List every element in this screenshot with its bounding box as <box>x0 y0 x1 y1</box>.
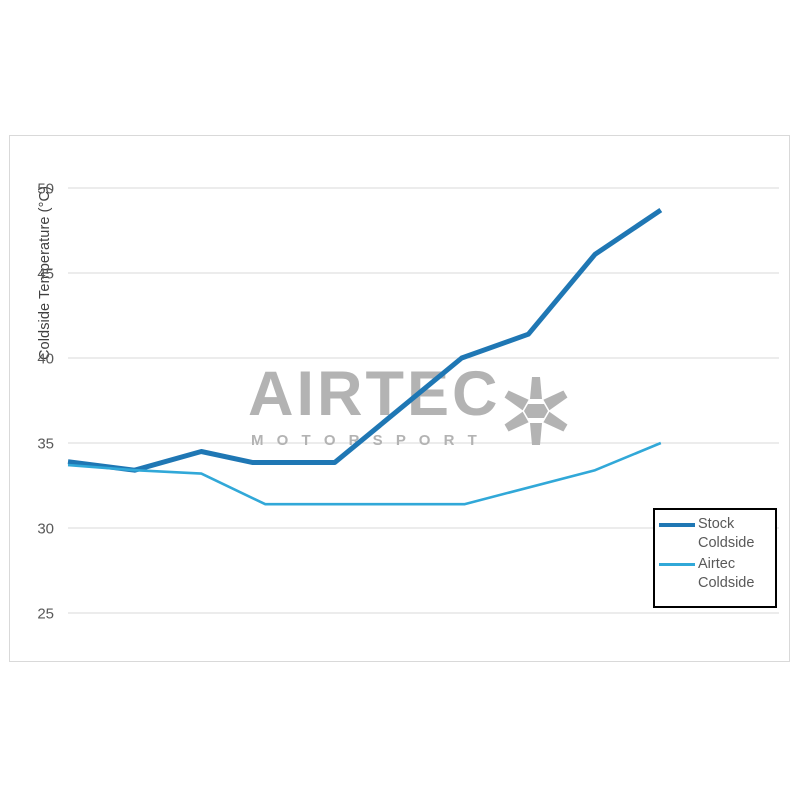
legend-swatch-airtec-icon <box>659 555 695 573</box>
y-tick-label: 25 <box>37 606 54 623</box>
y-tick-labels-group: 25 30 35 40 45 50 <box>37 181 54 623</box>
data-series-group <box>67 208 663 506</box>
legend-label-airtec: Airtec Coldside <box>698 556 755 591</box>
legend-item-airtec[interactable]: Airtec Coldside <box>655 554 775 594</box>
y-tick-label: 40 <box>37 351 54 368</box>
legend-swatch-stock-icon <box>659 515 695 533</box>
y-tick-label: 50 <box>37 181 54 198</box>
legend-label-stock: Stock Coldside <box>698 516 755 551</box>
y-tick-label: 30 <box>37 521 54 538</box>
legend-item-stock[interactable]: Stock Coldside <box>655 514 775 554</box>
series-line-airtec-coldside <box>67 441 662 506</box>
y-tick-label: 35 <box>37 436 54 453</box>
series-line-stock-coldside <box>67 208 663 473</box>
y-tick-label: 45 <box>37 266 54 283</box>
chart-legend[interactable]: Stock Coldside Airtec Coldside <box>653 508 777 608</box>
